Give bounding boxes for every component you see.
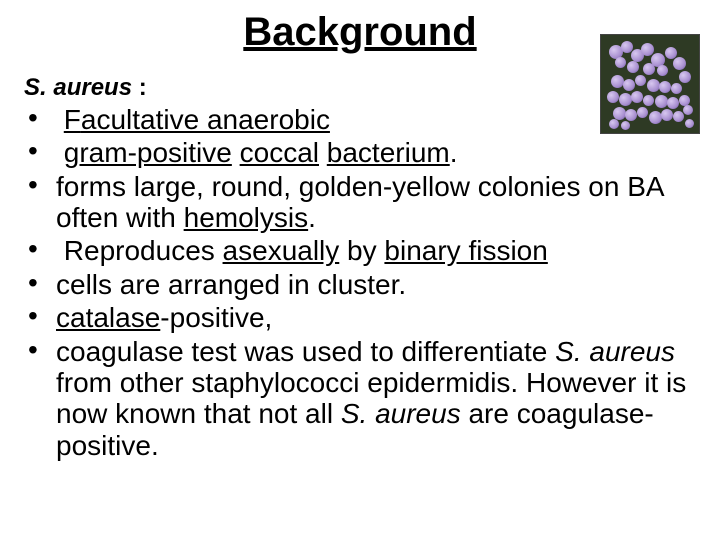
subheading-italic: S. aureus xyxy=(24,74,132,101)
bullet-item: coagulase test was used to differentiate… xyxy=(56,336,696,461)
cocci-cell xyxy=(641,43,654,56)
cocci-cell xyxy=(635,75,646,86)
cocci-cell xyxy=(615,57,626,68)
cocci-cell xyxy=(643,63,655,75)
cocci-cell xyxy=(607,91,619,103)
text-run: hemolysis xyxy=(184,202,308,233)
text-run: . xyxy=(151,430,159,461)
text-run: F xyxy=(64,104,81,135)
text-run: -positive, xyxy=(160,302,272,333)
text-run: S. aureus xyxy=(555,336,675,367)
text-run: . xyxy=(450,137,458,168)
cocci-cell xyxy=(673,57,686,70)
bullet-item: catalase-positive, xyxy=(56,302,696,333)
bullet-item: Reproduces asexually by binary fission xyxy=(56,235,696,266)
cocci-cell xyxy=(679,71,691,83)
text-run: bacterium xyxy=(327,137,450,168)
cocci-cell xyxy=(627,61,639,73)
cocci-cell xyxy=(659,81,671,93)
subheading-suffix: : xyxy=(132,74,147,101)
cocci-cell xyxy=(671,83,682,94)
text-run: acultative anaerobic xyxy=(81,104,330,135)
bullet-item: forms large, round, golden-yellow coloni… xyxy=(56,171,696,234)
cocci-cell xyxy=(657,65,668,76)
text-run: S. aureus xyxy=(341,398,461,429)
bullet-leading-space xyxy=(56,137,64,168)
cocci-cell xyxy=(611,75,624,88)
bullet-item: gram-positive coccal bacterium. xyxy=(56,137,696,168)
text-run: catalase xyxy=(56,302,160,333)
bullet-item: cells are arranged in cluster. xyxy=(56,269,696,300)
text-run: binary fission xyxy=(384,235,547,266)
cocci-cell xyxy=(623,79,635,91)
text-run xyxy=(232,137,240,168)
text-run: forms large, round, golden-yellow coloni… xyxy=(56,171,663,233)
bullet-item: Facultative anaerobic xyxy=(56,104,696,135)
text-run: by xyxy=(339,235,384,266)
text-run: coccal xyxy=(240,137,319,168)
text-run: . xyxy=(308,202,316,233)
bullet-leading-space xyxy=(56,104,64,135)
text-run: coagulase test was used to differentiate xyxy=(56,336,555,367)
text-run xyxy=(319,137,327,168)
text-run: cells are arranged in cluster. xyxy=(56,269,406,300)
text-run: asexually xyxy=(223,235,340,266)
slide: Background S. aureus : Facultative anaer… xyxy=(0,0,720,540)
text-run: Reproduces xyxy=(64,235,223,266)
cocci-cell xyxy=(631,91,643,103)
slide-subheading: S. aureus : xyxy=(24,74,147,102)
bullet-leading-space xyxy=(56,235,64,266)
text-run: gram-positive xyxy=(64,137,232,168)
bullet-list: Facultative anaerobic gram-positive cocc… xyxy=(56,104,696,463)
